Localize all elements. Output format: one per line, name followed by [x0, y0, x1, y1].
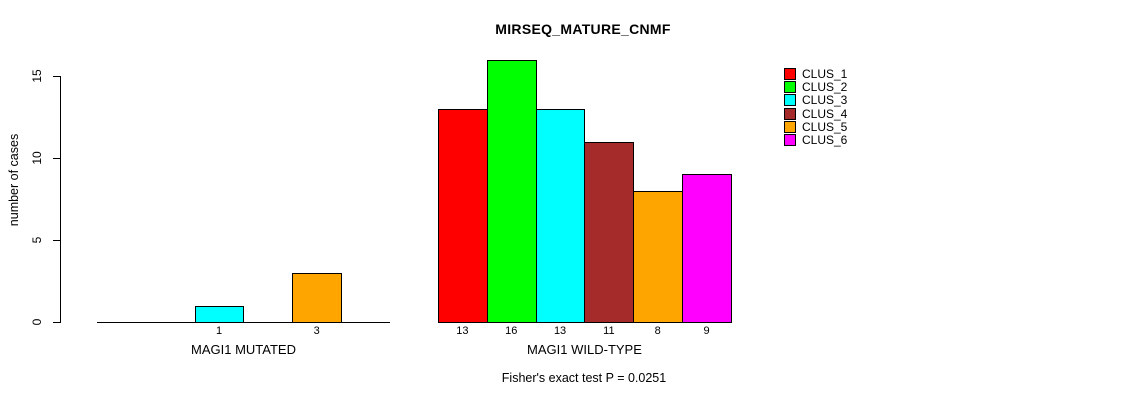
y-axis-label: number of cases: [7, 133, 21, 227]
group-label: MAGI1 WILD-TYPE: [527, 342, 642, 357]
bar-value-label: 16: [505, 325, 518, 337]
legend-label: CLUS_1: [802, 66, 848, 81]
legend-label: CLUS_6: [802, 133, 848, 148]
bar-clus_6: [682, 174, 732, 323]
y-tick-label: 10: [30, 151, 44, 165]
legend-row: CLUS_1: [784, 67, 847, 80]
bar-clus_3: [195, 306, 244, 323]
legend-row: CLUS_2: [784, 80, 847, 93]
legend-swatch-clus_3: [784, 94, 796, 107]
y-tick-label: 5: [30, 236, 44, 244]
legend-swatch-clus_5: [784, 120, 796, 133]
y-tick-label: 15: [30, 69, 44, 83]
bar-value-label: 9: [703, 325, 710, 337]
legend-label: CLUS_5: [802, 119, 848, 134]
y-tick: [53, 158, 60, 159]
y-tick: [53, 240, 60, 241]
y-axis-line: [60, 76, 61, 323]
chart-title: MIRSEQ_MATURE_CNMF: [495, 21, 671, 37]
bar-clus_3: [536, 109, 585, 323]
group-label: MAGI1 MUTATED: [191, 342, 296, 357]
legend-row: CLUS_4: [784, 107, 847, 120]
legend-row: CLUS_3: [784, 94, 847, 107]
legend-label: CLUS_2: [802, 79, 848, 94]
bar-clus_4: [584, 142, 634, 323]
bar-clus_5: [292, 273, 342, 323]
bar-value-label: 13: [456, 325, 469, 337]
footnote: Fisher's exact test P = 0.0251: [501, 371, 667, 385]
y-tick: [53, 76, 60, 77]
bar-clus_5: [633, 191, 683, 323]
legend-swatch-clus_1: [784, 67, 796, 80]
bar-value-label: 8: [654, 325, 661, 337]
legend-swatch-clus_4: [784, 107, 796, 120]
bar-clus_1: [438, 109, 488, 323]
legend-swatch-clus_2: [784, 80, 796, 93]
bar-value-label: 1: [216, 325, 223, 337]
legend-swatch-clus_6: [784, 134, 796, 147]
bar-value-label: 3: [313, 325, 320, 337]
bar-value-label: 11: [603, 325, 615, 337]
y-tick: [53, 322, 60, 323]
y-tick-label: 0: [30, 318, 44, 326]
legend: CLUS_1 CLUS_2 CLUS_3 CLUS_4 CLUS_5 CLUS_6: [784, 67, 847, 147]
bar-clus_2: [487, 60, 537, 323]
legend-label: CLUS_3: [802, 93, 848, 108]
legend-row: CLUS_5: [784, 120, 847, 133]
legend-row: CLUS_6: [784, 133, 848, 148]
bar-value-label: 13: [553, 325, 567, 337]
legend-label: CLUS_4: [802, 106, 848, 121]
